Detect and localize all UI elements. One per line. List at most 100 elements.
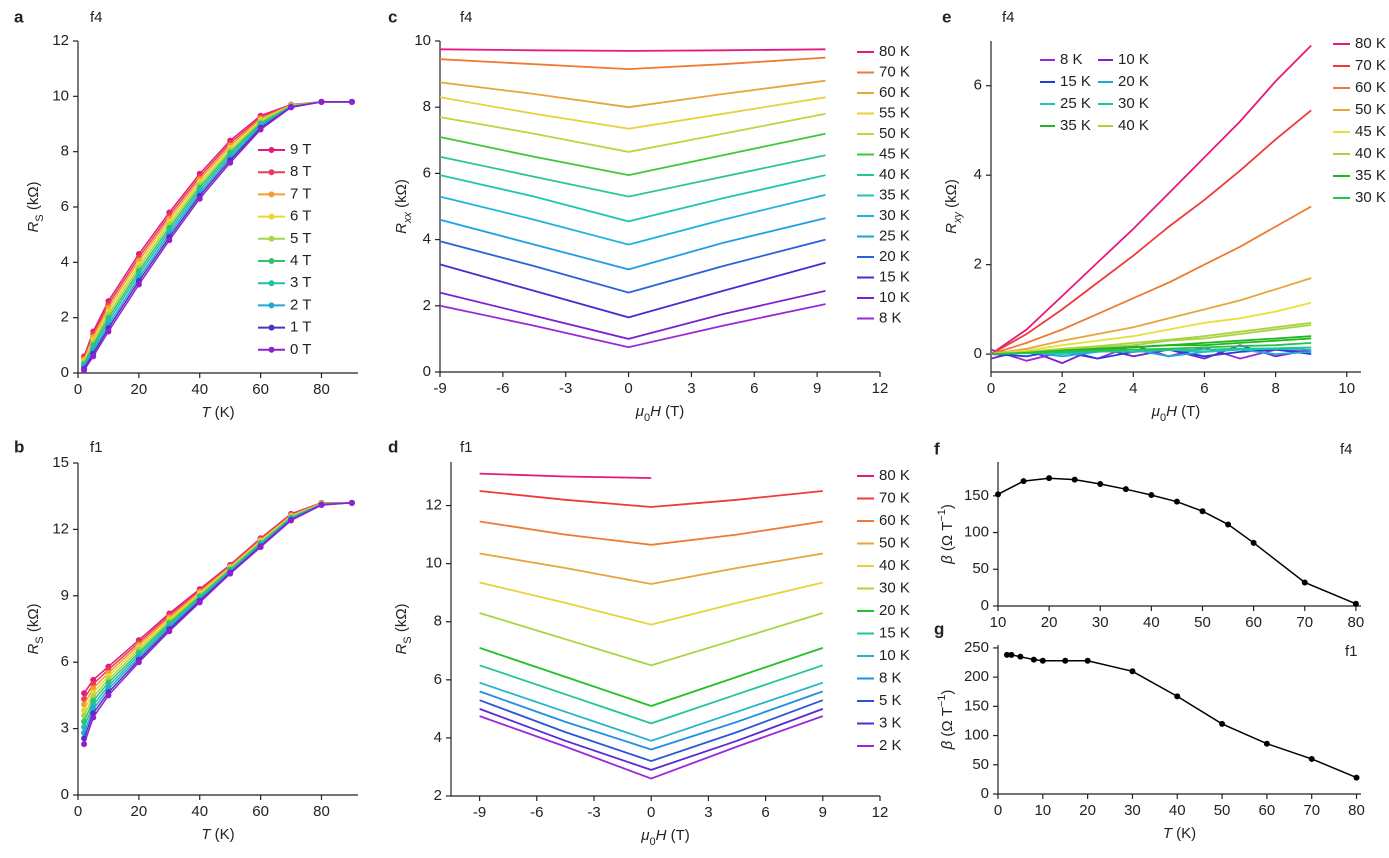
x-tick-label: 40 xyxy=(191,381,208,398)
x-tick-label: 10 xyxy=(1034,802,1051,819)
y-tick-label: 8 xyxy=(61,143,69,160)
legend-label: 30 K xyxy=(1355,189,1386,206)
legend-label: 80 K xyxy=(1355,35,1386,52)
legend-label: 40 K xyxy=(879,166,910,183)
data-point xyxy=(227,570,234,577)
legend-label: 40 K xyxy=(1355,145,1386,162)
legend-marker xyxy=(268,346,275,353)
y-tick-label: 2 xyxy=(974,256,982,273)
y-axis-title-part: xy xyxy=(952,211,964,225)
data-point xyxy=(1003,651,1010,658)
y-tick-label: 100 xyxy=(964,523,989,540)
y-tick-label: 10 xyxy=(425,555,442,572)
y-axis-title-part: R xyxy=(393,223,410,234)
data-point xyxy=(1046,475,1053,482)
data-point xyxy=(1030,656,1037,663)
series-line xyxy=(479,699,824,763)
y-axis-title: RS (kΩ) xyxy=(25,603,46,654)
y-axis-title-part: R xyxy=(25,222,42,233)
x-tick-label: 60 xyxy=(252,803,269,820)
panel-letter: e xyxy=(942,7,951,26)
y-tick-label: 150 xyxy=(964,487,989,504)
x-axis-title: T (K) xyxy=(201,404,234,421)
y-tick-label: 6 xyxy=(61,198,69,215)
data-point xyxy=(90,681,97,688)
legend-label: 3 K xyxy=(879,714,902,731)
x-axis-title-part: T xyxy=(201,404,212,421)
y-tick-label: 2 xyxy=(61,309,69,326)
x-axis-title-part: 0 xyxy=(649,836,655,848)
legend-marker xyxy=(268,213,275,220)
data-point xyxy=(196,599,203,606)
legend-label: 4 T xyxy=(290,252,311,269)
x-tick-label: -9 xyxy=(473,804,486,821)
legend-label: 55 K xyxy=(879,104,910,121)
y-tick-label: 4 xyxy=(61,253,69,270)
data-point xyxy=(166,237,173,244)
data-point xyxy=(288,104,295,111)
y-axis-title-part: (kΩ) xyxy=(393,603,410,636)
y-axis-title-part: ) xyxy=(939,690,956,695)
series-line xyxy=(479,581,824,626)
y-axis-title-part: S xyxy=(402,636,414,643)
x-tick-label: 2 xyxy=(1058,380,1066,397)
data-point xyxy=(135,281,142,288)
series-line xyxy=(83,101,352,357)
series-line xyxy=(1007,654,1357,779)
legend-marker xyxy=(268,324,275,331)
legend-label: 80 K xyxy=(879,467,910,484)
y-tick-label: 50 xyxy=(972,560,989,577)
y-axis-title-part: R xyxy=(25,644,42,655)
x-tick-label: 20 xyxy=(131,381,148,398)
y-tick-label: 12 xyxy=(425,497,442,514)
legend-label: 25 K xyxy=(879,227,910,244)
series-line xyxy=(83,101,352,371)
y-tick-label: 2 xyxy=(423,297,431,314)
series-line xyxy=(439,174,826,223)
series-line xyxy=(439,112,826,153)
series-line xyxy=(439,261,826,319)
legend-label: 20 K xyxy=(1118,73,1149,90)
series-line xyxy=(439,96,826,130)
series-line xyxy=(83,101,352,359)
data-point xyxy=(995,491,1001,498)
x-tick-label: 9 xyxy=(819,804,827,821)
y-tick-label: 8 xyxy=(434,613,442,630)
series-line xyxy=(83,502,352,705)
legend-label: 5 K xyxy=(879,692,902,709)
x-tick-label: 0 xyxy=(74,803,82,820)
y-tick-label: 4 xyxy=(423,231,431,248)
x-tick-label: 6 xyxy=(750,380,758,397)
series-line xyxy=(990,44,1312,355)
legend-label: 15 K xyxy=(1060,73,1091,90)
series-line xyxy=(83,101,352,368)
legend-label: 45 K xyxy=(879,145,910,162)
x-tick-label: 9 xyxy=(813,380,821,397)
x-axis-title: T (K) xyxy=(201,826,234,843)
series-line xyxy=(990,205,1312,355)
x-tick-label: 70 xyxy=(1296,614,1313,631)
panel-letter: a xyxy=(14,7,24,26)
series-line xyxy=(83,101,352,365)
series-line xyxy=(439,132,826,177)
panel-letter: b xyxy=(14,437,24,456)
data-point xyxy=(1084,657,1091,664)
y-tick-label: 12 xyxy=(52,32,69,49)
x-tick-label: 60 xyxy=(1259,802,1276,819)
y-tick-label: 8 xyxy=(423,98,431,115)
y-axis-title-part: (kΩ) xyxy=(25,603,42,636)
y-axis-title-part: S xyxy=(34,636,46,643)
y-tick-label: 10 xyxy=(414,32,431,49)
series-line xyxy=(997,477,1357,605)
x-tick-label: 4 xyxy=(1129,380,1137,397)
x-axis-title-part: (T) xyxy=(661,403,684,420)
legend-label: 60 K xyxy=(879,84,910,101)
legend-label: 8 K xyxy=(879,669,902,686)
y-axis-title: β (Ω T−1) xyxy=(936,504,956,565)
sample-label: f4 xyxy=(1340,441,1353,458)
x-axis-title-part: T xyxy=(1163,825,1174,842)
series-line xyxy=(83,101,352,366)
y-axis-title-part: S xyxy=(34,214,46,221)
y-axis-title-part: R xyxy=(943,223,960,234)
